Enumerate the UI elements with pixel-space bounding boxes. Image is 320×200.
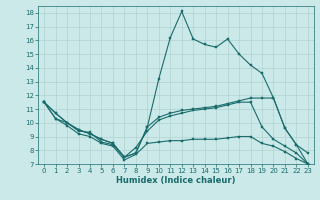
X-axis label: Humidex (Indice chaleur): Humidex (Indice chaleur) [116,176,236,185]
